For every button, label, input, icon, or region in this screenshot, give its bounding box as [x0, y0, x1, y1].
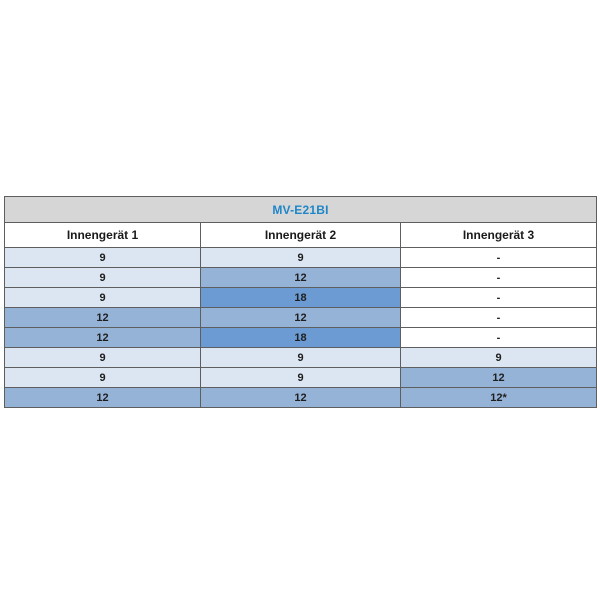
- column-header-innengeraet-1: Innengerät 1: [4, 222, 201, 248]
- spec-table: MV-E21BI Innengerät 1 Innengerät 2 Innen…: [3, 196, 598, 408]
- table-row: 9 12-: [4, 267, 598, 288]
- table-cell: 18: [200, 287, 401, 308]
- table-cell: 12: [200, 267, 401, 288]
- table-cell: 12: [200, 387, 401, 408]
- table-cell: 9: [399, 347, 598, 368]
- table-cell: 9: [4, 367, 201, 388]
- table-cell: 12*: [399, 387, 598, 408]
- table-row: 12 12-: [4, 307, 598, 328]
- table-cell: 9: [4, 247, 201, 268]
- table-cell: -: [399, 267, 598, 288]
- table-cell: 9: [4, 347, 201, 368]
- table-title: MV-E21BI: [3, 196, 598, 223]
- table-cell: 12: [4, 307, 201, 328]
- table-cell: 9: [200, 367, 401, 388]
- table-cell: 12: [200, 307, 401, 328]
- table-cell: -: [399, 307, 598, 328]
- table-cell: 9: [200, 347, 401, 368]
- table-header-row: Innengerät 1 Innengerät 2 Innengerät 3: [4, 222, 598, 248]
- table-title-row: MV-E21BI: [3, 196, 598, 223]
- table-cell: 12: [4, 387, 201, 408]
- table-cell: -: [399, 327, 598, 348]
- table-row: 9 18-: [4, 287, 598, 308]
- table-cell: 12: [4, 327, 201, 348]
- column-header-innengeraet-3: Innengerät 3: [399, 222, 598, 248]
- table-cell: 9: [4, 267, 201, 288]
- table-body: 9 9-9 12-9 18-12 12-12 18-9 9 9 9 9 12 12 12 12*: [4, 247, 598, 408]
- table-cell: 18: [200, 327, 401, 348]
- column-header-innengeraet-2: Innengerät 2: [200, 222, 401, 248]
- table-cell: -: [399, 247, 598, 268]
- spec-table-container: MV-E21BI Innengerät 1 Innengerät 2 Innen…: [3, 196, 598, 408]
- table-row: 12 12 12*: [4, 387, 598, 408]
- table-row: 12 18-: [4, 327, 598, 348]
- table-cell: 12: [399, 367, 598, 388]
- table-cell: -: [399, 287, 598, 308]
- table-cell: 9: [4, 287, 201, 308]
- table-row: 9 9 12: [4, 367, 598, 388]
- table-cell: 9: [200, 247, 401, 268]
